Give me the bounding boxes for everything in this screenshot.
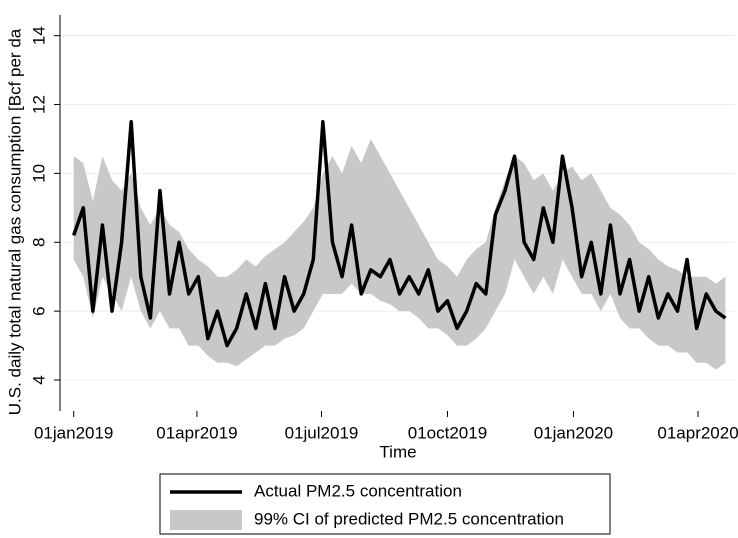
y-tick-label: 4 [29,375,48,384]
legend-label: 99% CI of predicted PM2.5 concentration [254,509,564,528]
y-axis-label: U.S. daily total natural gas consumption… [5,28,24,415]
y-tick-label: 8 [29,238,48,247]
x-axis-label: Time [379,442,416,461]
x-tick-label: 01apr2019 [156,423,237,442]
legend-swatch [170,510,242,530]
x-tick-label: 01oct2019 [408,423,487,442]
series-line [72,119,727,348]
y-tick-label: 12 [29,95,48,114]
x-tick-label: 01jan2019 [34,423,113,442]
y-tick-label: 6 [29,306,48,315]
x-tick-label: 01apr2020 [657,423,738,442]
y-tick-label: 10 [29,164,48,183]
legend-label: Actual PM2.5 concentration [254,481,462,500]
ci-band [73,138,726,370]
x-tick-label: 01jan2020 [534,423,613,442]
y-tick-label: 14 [29,26,48,45]
x-tick-label: 01jul2019 [285,423,359,442]
